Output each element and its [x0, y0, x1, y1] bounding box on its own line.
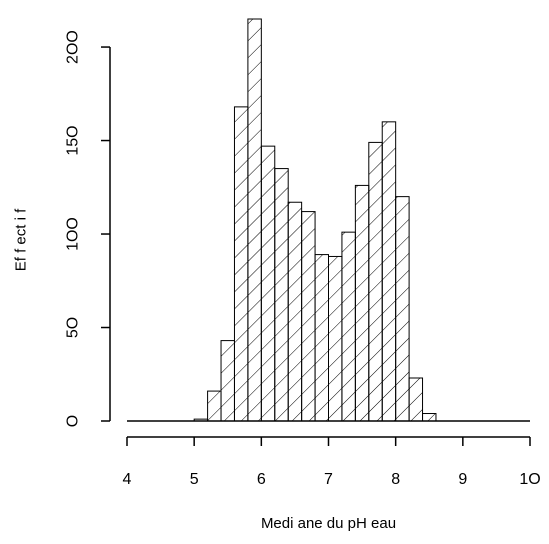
- histogram-bar: [354, 184, 370, 422]
- y-axis: O 5O 1OO 15O 2OO: [65, 30, 111, 427]
- histogram-bar: [233, 106, 249, 422]
- x-tick-label: 8: [391, 471, 400, 488]
- histogram-bar: [274, 168, 289, 422]
- histogram-bar: [422, 413, 437, 422]
- y-tick-label: 5O: [65, 317, 82, 338]
- histogram-bar: [408, 377, 424, 422]
- x-tick-label: 1O: [519, 471, 540, 488]
- histogram-bar: [368, 141, 383, 422]
- x-tick-label: 7: [324, 471, 333, 488]
- x-axis-title: Medi ane du pH eau: [261, 515, 396, 532]
- x-tick-label: 6: [257, 471, 266, 488]
- y-axis-title: Ef f ect i f: [13, 208, 30, 271]
- x-tick-label: 5: [190, 471, 199, 488]
- y-tick-label: 1OO: [65, 217, 82, 251]
- y-tick-label: O: [65, 415, 82, 427]
- histogram-bar: [301, 211, 316, 422]
- x-tick-label: 9: [458, 471, 467, 488]
- histogram-bar: [193, 418, 209, 422]
- histogram-bar: [220, 340, 235, 422]
- histogram-bar: [381, 121, 397, 422]
- histogram-bar: [314, 254, 330, 422]
- histogram-bar: [207, 390, 222, 422]
- histogram-bars: [193, 18, 437, 422]
- histogram-bar: [341, 231, 356, 422]
- histogram-bar: [260, 145, 276, 422]
- histogram-bar: [328, 255, 343, 422]
- y-tick-label: 15O: [65, 125, 82, 155]
- histogram-bar: [395, 196, 410, 422]
- x-tick-label: 4: [123, 471, 132, 488]
- y-tick-label: 2OO: [65, 30, 82, 64]
- histogram-bar: [247, 18, 262, 422]
- x-axis: 4 5 6 7 8 9 1O: [123, 436, 541, 488]
- histogram-bar: [287, 201, 303, 422]
